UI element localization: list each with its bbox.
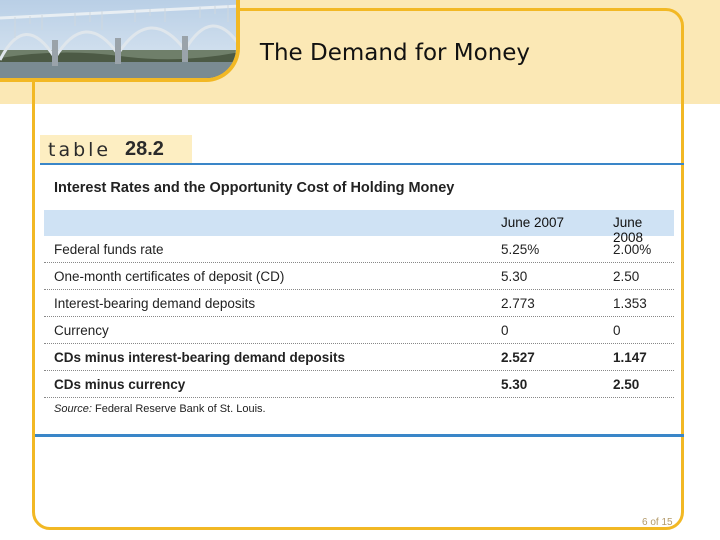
row-label: Federal funds rate [54,242,164,257]
table-row: CDs minus currency 5.30 2.50 [44,371,674,398]
row-value-2008: 2.00% [613,242,652,257]
row-value-2007: 5.30 [501,377,528,392]
table-row: Federal funds rate 5.25% 2.00% [44,236,674,263]
row-label: Currency [54,323,109,338]
row-value-2007: 5.30 [501,269,528,284]
row-value-2008: 2.50 [613,377,640,392]
row-label: One-month certificates of deposit (CD) [54,269,285,284]
table-bottom-rule [35,434,684,437]
column-header-2008: June 2008 [613,215,644,245]
table-row: Currency 0 0 [44,317,674,344]
table-row: CDs minus interest-bearing demand deposi… [44,344,674,371]
table-label-word: table [48,139,112,161]
row-label: Interest-bearing demand deposits [54,296,256,311]
page-number: 6 of 15 [642,517,673,528]
row-value-2007: 2.527 [501,350,535,365]
row-value-2007: 5.25% [501,242,540,257]
table-header-row: June 2007 June 2008 [44,210,674,245]
bridge-photo [0,0,240,82]
table-top-rule [40,163,684,165]
table-row: Interest-bearing demand deposits 2.773 1… [44,290,674,317]
column-header-2007: June 2007 [501,215,565,230]
row-value-2008: 1.353 [613,296,647,311]
table-title: Interest Rates and the Opportunity Cost … [54,180,455,196]
row-value-2008: 2.50 [613,269,640,284]
source-label: Source: [54,403,92,415]
slide-frame [32,8,684,530]
table-label-number: 28.2 [125,138,164,160]
row-value-2008: 0 [613,323,621,338]
row-label: CDs minus currency [54,377,186,392]
row-value-2007: 2.773 [501,296,535,311]
row-value-2008: 1.147 [613,350,647,365]
row-value-2007: 0 [501,323,509,338]
source-text: Federal Reserve Bank of St. Louis. [91,403,266,415]
table-row: One-month certificates of deposit (CD) 5… [44,263,674,290]
table-label: table 28.2 [40,135,192,165]
row-label: CDs minus interest-bearing demand deposi… [54,350,346,365]
slide-title: The Demand for Money [259,40,531,66]
table-source-note: Source: Federal Reserve Bank of St. Loui… [54,403,266,415]
